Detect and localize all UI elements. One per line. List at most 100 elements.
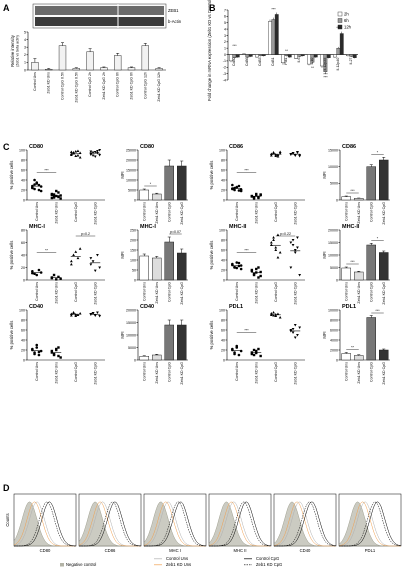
histogram-label: CD86 bbox=[105, 548, 116, 553]
data-point bbox=[296, 246, 299, 249]
data-point bbox=[96, 254, 99, 257]
data-point bbox=[91, 312, 95, 315]
chart-c-mhcii-pct-x-label: Control Uns bbox=[235, 282, 239, 301]
data-point bbox=[293, 154, 297, 157]
chart-b-bar-2h bbox=[333, 54, 337, 58]
chart-a-x-label: Control Uns bbox=[33, 72, 37, 91]
chart-c-cd80-pct-y-tick-label: 20 bbox=[21, 188, 25, 192]
chart-c-cd80-mfi-y-tick-label: 5000 bbox=[128, 188, 136, 192]
bar bbox=[366, 166, 376, 201]
data-point bbox=[239, 188, 243, 191]
data-point bbox=[272, 238, 275, 241]
chart-c-mhci-mfi-y-label: MFI bbox=[120, 251, 125, 258]
chart-b-annotation: ** bbox=[311, 66, 314, 70]
data-point bbox=[274, 248, 278, 251]
histogram-curve bbox=[13, 501, 76, 547]
data-point bbox=[52, 195, 56, 198]
data-point bbox=[52, 352, 56, 356]
data-point bbox=[69, 150, 73, 153]
chart-c-mhcii-pct-y-tick-label: 20 bbox=[221, 268, 225, 272]
data-point bbox=[78, 156, 82, 159]
chart-title: MHC-I bbox=[140, 224, 156, 230]
chart-c-mhci-mfi-x-label: Zeb1 KD CpG bbox=[180, 282, 184, 305]
chart-c-cd40-pct-x-label: Control CpG bbox=[74, 362, 78, 382]
chart-b-category-label: Il-6 bbox=[297, 58, 301, 63]
bar bbox=[354, 198, 364, 201]
chart-c-mhcii-pct-y-label: % positive cells bbox=[209, 241, 214, 270]
data-point bbox=[272, 314, 275, 317]
chart-c-pdl1-mfi-y-tick-label: 10000 bbox=[328, 308, 338, 312]
chart-c-mhci-mfi-y-tick-label: 250 bbox=[130, 228, 136, 232]
chart-b-bar-2h bbox=[346, 54, 350, 57]
chart-c-cd40-mfi-x-label: Zeb1 KD CpG bbox=[180, 362, 184, 385]
data-point bbox=[37, 353, 41, 357]
data-point bbox=[276, 153, 280, 156]
chart-b-bar-12h bbox=[352, 54, 357, 58]
data-point bbox=[57, 275, 60, 279]
chart-b-bar-6h bbox=[336, 47, 341, 55]
significance-label: *** bbox=[244, 249, 249, 253]
chart-b-annotation: *** bbox=[323, 76, 328, 80]
chart-b-annotation: *** bbox=[323, 73, 328, 77]
bar bbox=[177, 252, 187, 281]
chart-c-cd86-pct-y-tick-label: 0 bbox=[223, 198, 225, 202]
data-point bbox=[239, 349, 243, 353]
data-point bbox=[289, 330, 293, 333]
bar bbox=[177, 324, 187, 361]
chart-b-bar-2h bbox=[242, 53, 246, 55]
data-point bbox=[269, 243, 273, 246]
chart-c-cd80-mfi-x-label: Control CpG bbox=[167, 202, 171, 222]
chart-c-cd80-mfi-y-tick-label: 10000 bbox=[126, 178, 136, 182]
data-point bbox=[237, 353, 241, 357]
chart-a-bar bbox=[100, 67, 108, 71]
data-point bbox=[235, 266, 239, 270]
chart-c-cd40-pct-y-tick-label: 40 bbox=[21, 338, 25, 342]
data-point bbox=[89, 150, 93, 153]
chart-c-mhcii-mfi-y-tick-label: 0 bbox=[336, 278, 338, 282]
chart-b-bar-6h bbox=[271, 19, 276, 55]
data-point bbox=[296, 151, 299, 154]
data-point bbox=[93, 269, 97, 273]
chart-a-y-tick-label: 2 bbox=[24, 53, 26, 57]
chart-b-category-label: Cd81 bbox=[271, 58, 275, 67]
chart-c-cd86-pct-y-tick-label: 80 bbox=[221, 158, 225, 162]
data-point bbox=[291, 331, 295, 334]
data-point bbox=[237, 184, 241, 188]
data-point bbox=[272, 311, 275, 314]
data-point bbox=[259, 193, 262, 196]
chart-c-cd86-pct-y-tick-label: 40 bbox=[221, 178, 225, 182]
chart-c-mhci-pct-y-tick-label: 40 bbox=[21, 253, 25, 257]
chart-c-pdl1-pct-y-label: % positive cells bbox=[209, 321, 214, 350]
chart-c-cd80-pct: CD80 0 20 40 60 80 100 % positive cells Control … bbox=[9, 144, 105, 225]
chart-b-category-label: Cd80 bbox=[232, 58, 236, 67]
data-point bbox=[255, 267, 258, 271]
chart-c-mhci-pct-y-tick-label: 80 bbox=[21, 228, 25, 232]
chart-c-mhcii-mfi-y-tick-label: 15000 bbox=[328, 241, 338, 245]
legend-label: Control CpG bbox=[256, 556, 279, 561]
chart-b-category-label: Il-10 bbox=[310, 58, 314, 65]
chart-a-x-label: Zeb1 KD CpG 6h bbox=[130, 72, 134, 100]
data-point bbox=[91, 151, 95, 154]
bar bbox=[164, 165, 174, 201]
data-point bbox=[293, 251, 297, 254]
bar bbox=[379, 159, 389, 201]
chart-b-legend-swatch bbox=[337, 24, 343, 30]
data-point bbox=[57, 191, 60, 194]
chart-c-cd40-pct-x-label: Zeb1 KD CpG bbox=[93, 362, 97, 385]
bar bbox=[152, 257, 162, 281]
chart-c-mhcii-pct-y-tick-label: 80 bbox=[221, 238, 225, 242]
chart-c-pdl1-pct-x-label: Zeb1 KD CpG bbox=[293, 362, 297, 385]
data-point bbox=[91, 154, 95, 157]
chart-title: CD40 bbox=[140, 304, 154, 310]
chart-a-y-tick-label: 3 bbox=[24, 46, 26, 50]
chart-d-y-label: Counts bbox=[5, 513, 10, 526]
chart-b-category-label: Il-12p35 bbox=[323, 58, 327, 71]
chart-c-cd80-mfi-x-label: Zeb1 KD CpG bbox=[180, 202, 184, 225]
chart-c-pdl1-pct-y-tick-label: 60 bbox=[221, 328, 225, 332]
bar bbox=[341, 196, 351, 201]
chart-c-cd80-pct-y-tick-label: 60 bbox=[21, 168, 25, 172]
bar bbox=[152, 354, 162, 361]
chart-c-cd40-mfi-y-tick-label: 15000 bbox=[126, 321, 136, 325]
chart-c-mhcii-mfi-x-label: Zeb1 KD Uns bbox=[357, 282, 361, 304]
data-point bbox=[37, 183, 41, 187]
